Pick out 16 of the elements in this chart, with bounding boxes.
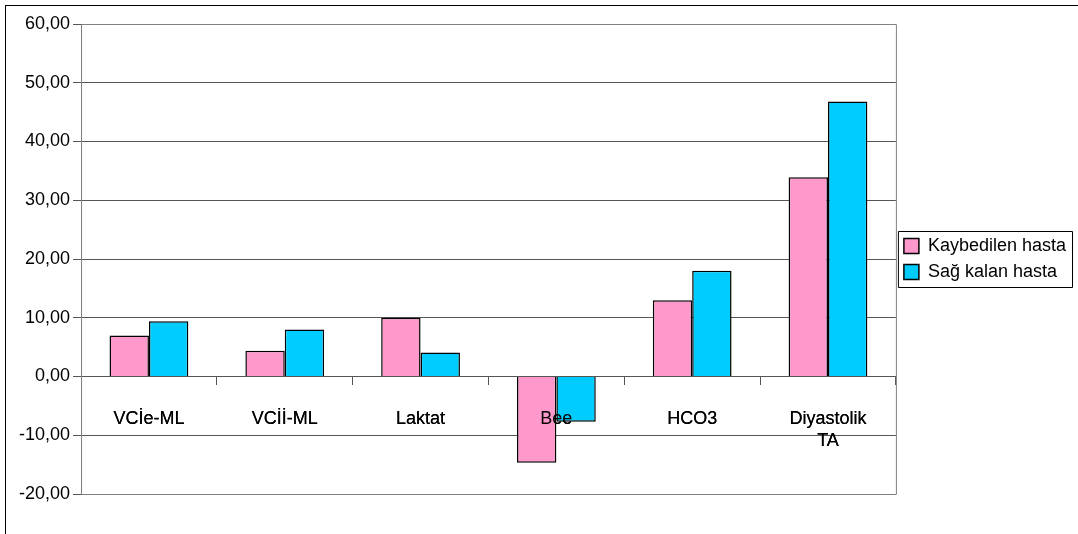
y-tick-label: 40,00 [24, 130, 71, 151]
legend-label: Sağ kalan hasta [927, 260, 1058, 281]
x-tick-label: HCO3 [667, 408, 718, 429]
x-tick-label: Laktat [396, 408, 446, 429]
y-tick-label: -10,00 [18, 424, 71, 445]
legend-label: Kaybedilen hasta [927, 234, 1067, 255]
y-tick-label: 50,00 [24, 71, 71, 92]
y-tick-label: 60,00 [24, 12, 71, 33]
x-tick-label: Diyastolik TA [789, 408, 868, 450]
y-tick-label: 0,00 [34, 365, 71, 386]
y-tick-label: 10,00 [24, 306, 71, 327]
x-tick-label: VCİe-ML [113, 408, 185, 429]
y-tick-label: 30,00 [24, 189, 71, 210]
y-tick-label: -20,00 [18, 482, 71, 503]
y-tick-label: 20,00 [24, 247, 71, 268]
x-tick-label: VCİİ-ML [251, 408, 318, 429]
